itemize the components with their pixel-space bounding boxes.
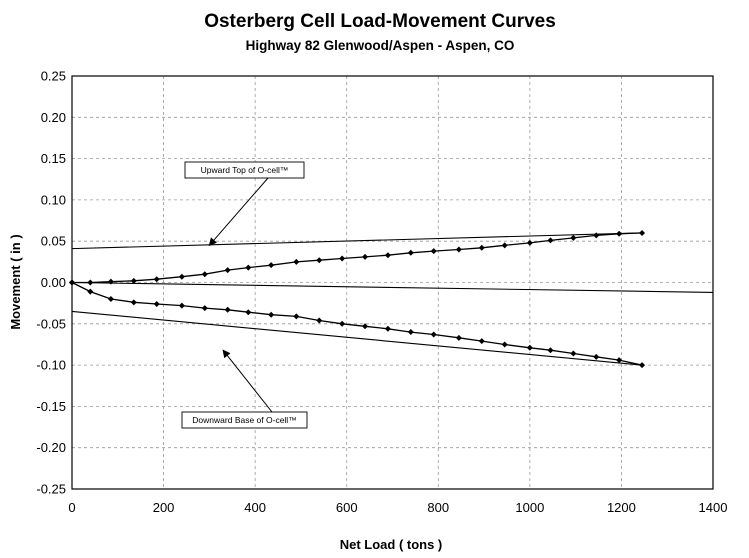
data-point [293,258,300,265]
data-point [384,325,391,332]
data-point [316,257,323,264]
data-point [87,288,94,295]
data-point [430,331,437,338]
x-tick-label: 800 [427,500,449,515]
data-point [130,277,137,284]
y-tick-label: -0.05 [36,316,66,331]
data-point [616,357,623,364]
x-axis-label: Net Load ( tons ) [340,537,443,552]
x-tick-label: 1200 [607,500,636,515]
data-point [570,234,577,241]
data-point [526,344,533,351]
data-point [153,276,160,283]
x-tick-label: 1400 [699,500,728,515]
data-point [178,302,185,309]
data-point [430,248,437,255]
x-tick-label: 600 [336,500,358,515]
x-tick-label: 1000 [515,500,544,515]
annotation-arrow [208,177,269,247]
data-point [268,311,275,318]
data-point [293,313,300,320]
data-point [639,362,646,369]
data-point [455,246,462,253]
series-layer [69,229,646,369]
annotation-label: Downward Base of O-cell™ [192,415,296,425]
data-point [153,300,160,307]
y-tick-label: 0.00 [41,275,66,290]
y-tick-label: -0.20 [36,440,66,455]
data-point [87,279,94,286]
y-tick-label: 0.05 [41,234,66,249]
data-point [245,264,252,271]
y-tick-label: 0.15 [41,151,66,166]
chart-title: Osterberg Cell Load-Movement Curves [204,11,556,32]
annotation-label: Upward Top of O-cell™ [201,165,289,175]
annotation: Upward Top of O-cell™ [184,161,305,247]
data-point [455,334,462,341]
data-point [339,320,346,327]
annotation-box [181,411,308,429]
data-point [501,341,508,348]
data-point [478,244,485,251]
data-point [593,232,600,239]
data-point [547,347,554,354]
reference-line [71,281,714,293]
x-tick-label: 0 [68,500,75,515]
y-tick-label: 0.25 [41,69,66,84]
reference-line [71,310,643,366]
data-point [593,353,600,360]
plot-frame [71,75,714,490]
data-point [526,239,533,246]
y-tick-label: -0.25 [36,482,66,497]
grid [72,76,713,489]
data-point [639,229,646,236]
x-tick-labels: 0 200 400 600 800 1000 1200 1400 [68,500,727,515]
data-point [501,242,508,249]
annotations: Upward Top of O-cell™ Downward Base of O-… [181,161,308,429]
y-tick-label: -0.15 [36,399,66,414]
reference-lines [71,232,714,366]
y-tick-label: 0.20 [41,110,66,125]
data-point [224,267,231,274]
data-point [316,317,323,324]
annotation-box [184,161,305,179]
data-point [268,262,275,269]
y-tick-labels: 0.25 0.20 0.15 0.10 0.05 0.00 -0.05 -0.10 -0.15 -… [36,69,66,497]
data-point [245,309,252,316]
data-point [339,255,346,262]
x-tick-label: 400 [244,500,266,515]
series-line [71,281,643,366]
data-point [107,296,114,303]
y-tick-label: 0.10 [41,192,66,207]
reference-line [71,232,643,250]
chart-subtitle: Highway 82 Glenwood/Aspen - Aspen, CO [246,38,515,53]
data-point [478,338,485,345]
data-point [201,271,208,278]
data-point [362,323,369,330]
data-point [407,329,414,336]
series-line [72,232,643,284]
annotation-arrow [222,349,273,413]
data-point [384,252,391,259]
data-point [407,249,414,256]
data-point [107,278,114,285]
y-axis-label: Movement ( in ) [8,234,23,329]
data-point [362,253,369,260]
data-point [178,273,185,280]
data-point [547,237,554,244]
data-point [570,350,577,357]
y-tick-label: -0.10 [36,358,66,373]
x-tick-label: 200 [153,500,175,515]
annotation: Downward Base of O-cell™ [181,349,308,429]
data-point [130,299,137,306]
data-point [616,230,623,237]
data-point [224,306,231,313]
data-point [201,305,208,312]
